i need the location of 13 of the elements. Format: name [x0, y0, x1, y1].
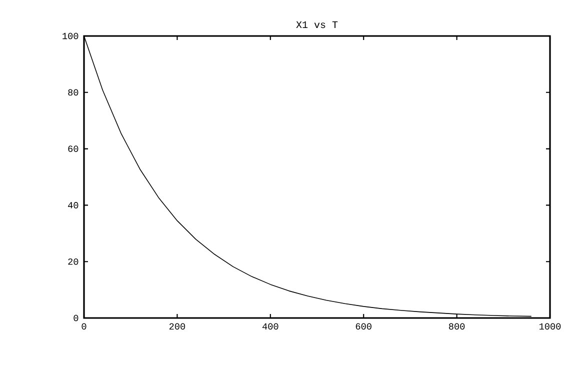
y-tick-label: 20 — [68, 258, 78, 265]
x-tick-label: 200 — [169, 323, 186, 330]
y-tick-label: 40 — [68, 202, 78, 208]
x-tick-label: 800 — [449, 323, 465, 330]
x-tick-label: 400 — [262, 323, 278, 330]
y-tick-label: 80 — [68, 89, 78, 96]
chart-title: X1 vs T — [296, 21, 338, 28]
y-tick-label: 100 — [62, 32, 78, 40]
x-tick-label: 0 — [82, 323, 86, 330]
y-tick-label: 0 — [74, 314, 78, 322]
y-tick-label: 60 — [68, 146, 78, 152]
x-tick-label: 600 — [356, 323, 372, 330]
x-tick-label: 1000 — [539, 323, 561, 330]
